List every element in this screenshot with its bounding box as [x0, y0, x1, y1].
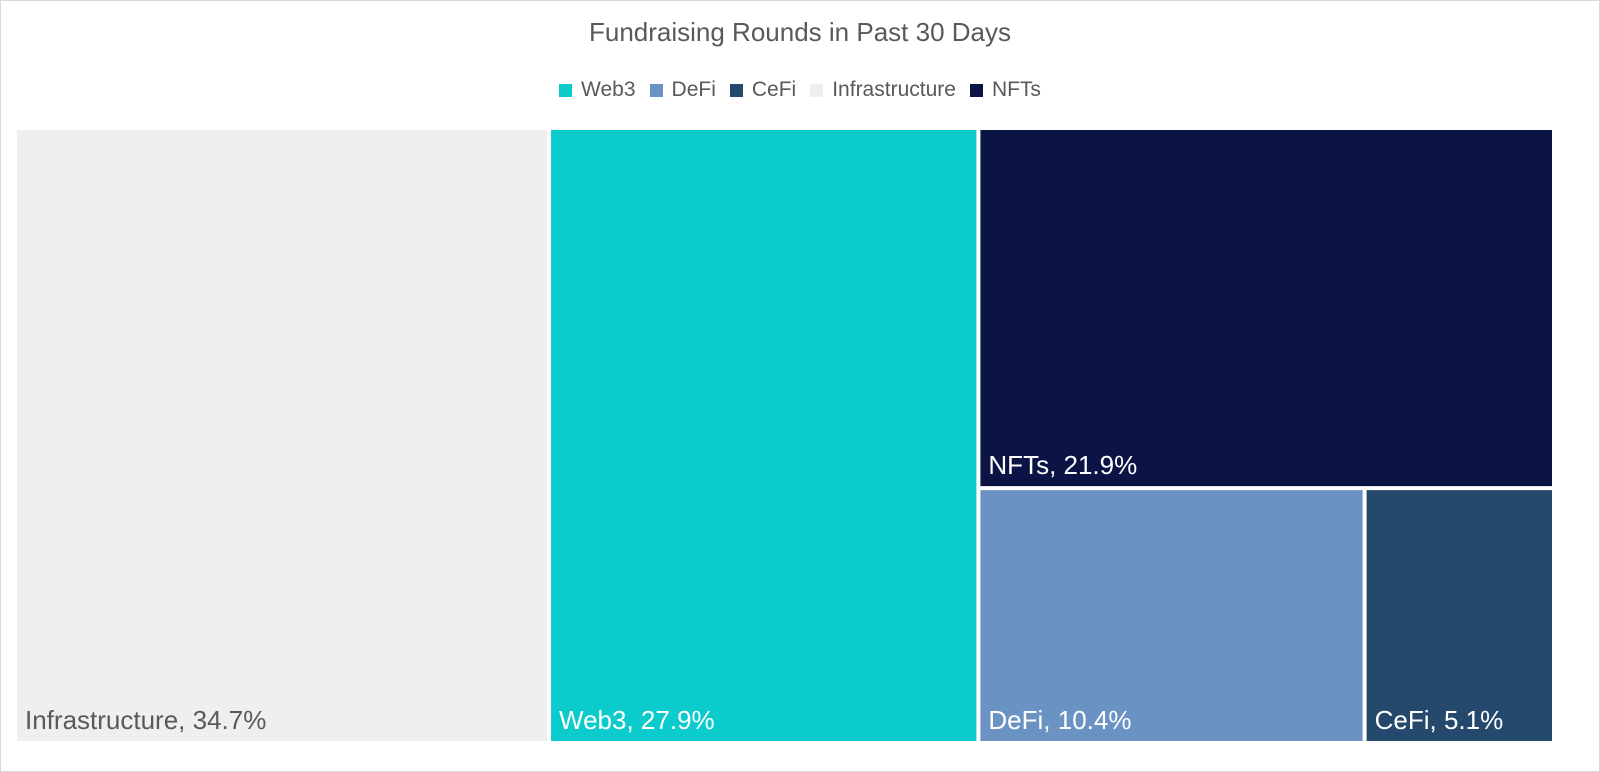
- legend-swatch-infrastructure: [810, 83, 824, 97]
- treemap-label-nfts: NFTs, 21.9%: [988, 450, 1137, 480]
- legend-item-defi: DeFi: [649, 78, 716, 102]
- legend-label-defi: DeFi: [671, 78, 716, 101]
- legend-swatch-web3: [559, 83, 573, 97]
- legend-swatch-cefi: [729, 83, 743, 97]
- legend-label-nfts: NFTs: [991, 78, 1041, 101]
- legend-label-infrastructure: Infrastructure: [832, 78, 956, 101]
- chart-title: Fundraising Rounds in Past 30 Days: [588, 17, 1011, 47]
- legend-item-cefi: CeFi: [729, 78, 797, 102]
- legend-swatch-nfts: [969, 83, 983, 97]
- legend-item-nfts: NFTs: [969, 78, 1041, 102]
- treemap-label-web3: Web3, 27.9%: [559, 705, 715, 735]
- legend-label-cefi: CeFi: [751, 78, 797, 101]
- legend-swatch-defi: [649, 83, 663, 97]
- treemap-label-cefi: CeFi, 5.1%: [1375, 705, 1504, 735]
- treemap-tile-nfts: [980, 130, 1552, 487]
- chart-legend: Web3 DeFi CeFi Infrastructure NFTs: [1, 78, 1599, 102]
- treemap-tile-defi: [980, 490, 1363, 741]
- treemap-label-defi: DeFi, 10.4%: [988, 705, 1131, 735]
- treemap-tile-cefi: [1366, 490, 1552, 741]
- treemap-tile-infrastructure: [17, 130, 548, 741]
- legend-item-infrastructure: Infrastructure: [810, 78, 956, 102]
- treemap-tile-web3: [551, 130, 977, 741]
- legend-label-web3: Web3: [581, 78, 636, 101]
- treemap-label-infrastructure: Infrastructure, 34.7%: [25, 705, 266, 735]
- legend-item-web3: Web3: [559, 78, 636, 102]
